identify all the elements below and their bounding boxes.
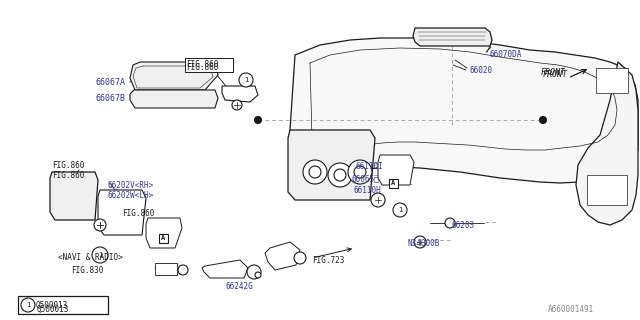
Text: 1: 1	[98, 252, 102, 258]
Text: FIG.860: FIG.860	[186, 63, 218, 72]
Polygon shape	[146, 218, 182, 248]
Text: A660001491: A660001491	[548, 306, 595, 315]
Text: A: A	[161, 235, 165, 241]
Circle shape	[354, 166, 366, 178]
Circle shape	[255, 272, 261, 278]
Polygon shape	[130, 90, 218, 108]
Polygon shape	[130, 62, 218, 90]
Text: FIG.723: FIG.723	[312, 256, 344, 265]
Polygon shape	[202, 260, 248, 278]
Bar	[596, 68, 628, 93]
Text: 66070DA: 66070DA	[489, 50, 522, 59]
Circle shape	[303, 160, 327, 184]
Circle shape	[414, 236, 426, 248]
Text: N34000B: N34000B	[408, 239, 440, 248]
Text: FRONT: FRONT	[543, 70, 568, 79]
Circle shape	[94, 219, 106, 231]
Polygon shape	[378, 155, 414, 185]
Text: FIG.860: FIG.860	[52, 171, 84, 180]
Polygon shape	[290, 38, 638, 183]
Bar	[185, 58, 233, 72]
Circle shape	[232, 100, 242, 110]
Circle shape	[21, 298, 35, 312]
Polygon shape	[222, 86, 258, 102]
Polygon shape	[98, 190, 146, 235]
Circle shape	[92, 247, 108, 263]
Text: 66202V<RH>: 66202V<RH>	[108, 181, 154, 190]
Text: 66202W<LH>: 66202W<LH>	[108, 191, 154, 200]
Polygon shape	[288, 130, 375, 200]
Bar	[18, 296, 108, 314]
Text: FIG.860: FIG.860	[52, 161, 84, 170]
Text: FIG.830: FIG.830	[71, 266, 104, 275]
Text: Q500013: Q500013	[36, 300, 68, 309]
Circle shape	[255, 116, 262, 124]
Polygon shape	[576, 62, 638, 225]
Circle shape	[247, 265, 261, 279]
Bar	[159, 234, 168, 243]
Circle shape	[294, 252, 306, 264]
Circle shape	[348, 160, 372, 184]
Polygon shape	[50, 172, 98, 220]
Text: 66110I: 66110I	[355, 162, 383, 171]
Text: 66110H: 66110H	[354, 186, 381, 195]
Text: 66067B: 66067B	[95, 94, 125, 103]
Text: A: A	[391, 180, 395, 186]
Bar	[155, 263, 177, 275]
Text: 66067A: 66067A	[95, 78, 125, 87]
Text: 1: 1	[26, 302, 30, 308]
Polygon shape	[413, 28, 492, 46]
Circle shape	[309, 166, 321, 178]
Circle shape	[178, 265, 188, 275]
Bar	[587, 175, 627, 205]
Circle shape	[334, 169, 346, 181]
Text: FIG.860: FIG.860	[186, 60, 218, 69]
Text: FIG.860: FIG.860	[122, 209, 154, 218]
Text: 1: 1	[398, 207, 402, 213]
Text: 66065□: 66065□	[352, 174, 380, 183]
Text: 66020: 66020	[469, 66, 492, 75]
Text: <NAVI & RADIO>: <NAVI & RADIO>	[58, 253, 123, 262]
Text: 66203: 66203	[452, 221, 475, 230]
Circle shape	[328, 163, 352, 187]
Circle shape	[540, 116, 547, 124]
Bar	[388, 179, 397, 188]
Circle shape	[239, 73, 253, 87]
Text: 1: 1	[244, 77, 248, 83]
Polygon shape	[265, 242, 300, 270]
Text: FRONT: FRONT	[541, 68, 566, 77]
Circle shape	[371, 193, 385, 207]
Circle shape	[445, 218, 455, 228]
Text: Q500013: Q500013	[37, 305, 69, 314]
Circle shape	[393, 203, 407, 217]
Text: 66242G: 66242G	[225, 282, 253, 291]
